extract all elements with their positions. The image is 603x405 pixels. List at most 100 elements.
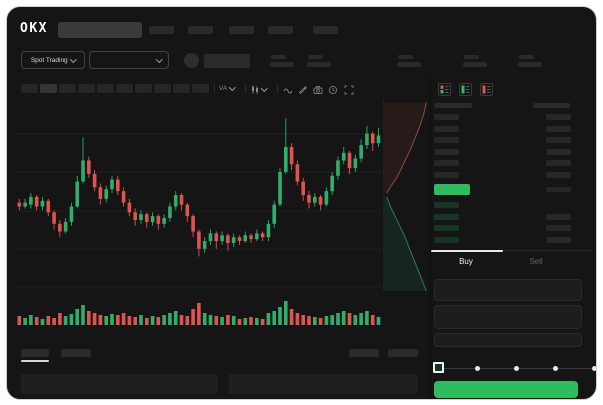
timeframe-button-active[interactable] — [40, 84, 57, 93]
chevron-down-icon — [155, 55, 162, 63]
bottom-control-placeholder[interactable] — [349, 349, 379, 357]
chart-type-selector[interactable] — [251, 85, 268, 94]
bottom-panel — [229, 374, 418, 394]
search-input[interactable] — [58, 22, 142, 38]
chart-settings-icon[interactable] — [328, 85, 338, 95]
tab-sell[interactable]: Sell — [529, 257, 543, 266]
timeframe-button[interactable] — [78, 84, 95, 93]
panel-separator — [430, 77, 431, 399]
toolbar-divider — [245, 84, 246, 93]
ask-row-price[interactable] — [434, 160, 459, 166]
timeframe-button[interactable] — [97, 84, 114, 93]
ask-row-price[interactable] — [434, 125, 459, 132]
market-type-label: Spot Trading — [30, 56, 68, 64]
slider-handle[interactable] — [433, 362, 444, 373]
slider-step-dot[interactable] — [474, 365, 480, 371]
ticker-stat-value — [397, 62, 421, 67]
total-input[interactable] — [434, 333, 582, 347]
indicator-selector[interactable]: VA — [219, 84, 236, 92]
market-type-selector[interactable]: Spot Trading — [21, 51, 85, 69]
last-price-badge[interactable] — [434, 184, 470, 195]
slider-step-dot[interactable] — [513, 365, 519, 371]
bottom-control-placeholder[interactable] — [388, 349, 418, 357]
amount-input[interactable] — [434, 305, 582, 329]
ask-row-amount[interactable] — [546, 125, 571, 132]
bid-row-price[interactable] — [434, 202, 459, 208]
price-input[interactable] — [434, 279, 582, 301]
ask-row-amount[interactable] — [546, 171, 571, 178]
ticker-stat-label — [519, 55, 534, 59]
ask-row-price[interactable] — [434, 171, 459, 178]
draw-tools-icon[interactable] — [298, 85, 308, 95]
okx-logo[interactable]: OKX — [20, 21, 48, 36]
bottom-tab[interactable] — [61, 349, 91, 357]
slider-step-dot[interactable] — [591, 365, 596, 371]
ask-row-price[interactable] — [434, 137, 459, 143]
depth-chart[interactable] — [383, 99, 430, 291]
app-window: OKX Spot Trading VA — [6, 6, 597, 400]
buy-tab-indicator — [431, 250, 503, 252]
coin-avatar[interactable] — [184, 53, 199, 68]
tab-bar-border — [503, 250, 592, 251]
orderbook-view-bids-icon[interactable] — [459, 83, 472, 96]
ticker-stat-label — [398, 55, 413, 59]
ticker-stat-value — [518, 62, 542, 67]
chevron-down-icon — [261, 85, 268, 92]
fullscreen-icon[interactable] — [344, 85, 354, 95]
pair-selector[interactable] — [89, 51, 169, 69]
nav-item-placeholder[interactable] — [229, 26, 254, 34]
buy-submit-button[interactable] — [434, 381, 578, 398]
ticker-stat-label — [464, 55, 479, 59]
timeframe-button[interactable] — [135, 84, 152, 93]
timeframe-button[interactable] — [173, 84, 190, 93]
ticker-stat-label — [271, 55, 286, 59]
bottom-tab-underline — [21, 360, 49, 362]
slider-step-dot[interactable] — [552, 365, 558, 371]
bid-row-amount[interactable] — [546, 225, 571, 231]
bottom-panel — [21, 374, 218, 394]
orderbook-view-asks-icon[interactable] — [480, 83, 493, 96]
bid-row-price[interactable] — [434, 213, 459, 220]
indicator-label: VA — [219, 85, 228, 92]
ticker-stat-label — [308, 55, 323, 59]
ask-row-amount[interactable] — [546, 137, 571, 143]
bid-row-amount[interactable] — [546, 236, 571, 243]
ticker-stat-value — [270, 62, 294, 67]
timeframe-button[interactable] — [59, 84, 76, 93]
ticker-stat-value — [463, 62, 487, 67]
timeframe-button[interactable] — [116, 84, 133, 93]
ask-row-amount[interactable] — [546, 114, 571, 120]
tab-buy[interactable]: Buy — [459, 257, 473, 266]
ticker-stat-value — [307, 62, 331, 67]
bid-row-price[interactable] — [434, 236, 459, 243]
orderbook-col-header-amount — [533, 103, 570, 108]
ask-row-amount[interactable] — [546, 148, 571, 155]
candlestick-type-icon — [252, 85, 258, 94]
chevron-down-icon — [69, 55, 77, 63]
nav-item-placeholder[interactable] — [268, 26, 293, 34]
ask-row-price[interactable] — [434, 114, 459, 120]
orderbook-row-amount — [546, 187, 571, 192]
bid-row-amount[interactable] — [546, 213, 571, 220]
bottom-tab-active[interactable] — [21, 349, 49, 357]
camera-snapshot-icon[interactable] — [313, 85, 323, 95]
ask-row-amount[interactable] — [546, 160, 571, 166]
bid-row-price[interactable] — [434, 225, 459, 231]
timeframe-button[interactable] — [21, 84, 38, 93]
volume-chart[interactable] — [16, 299, 381, 325]
ask-row-price[interactable] — [434, 148, 459, 155]
timeframe-button-row — [21, 84, 209, 93]
timeframe-button[interactable] — [192, 84, 209, 93]
toolbar-divider — [214, 84, 215, 93]
toolbar-divider — [277, 84, 278, 93]
line-chart-icon[interactable] — [283, 85, 293, 95]
candlestick-chart[interactable] — [16, 99, 381, 291]
orderbook-view-both-icon[interactable] — [438, 83, 451, 96]
nav-item-placeholder[interactable] — [188, 26, 213, 34]
pair-name-placeholder — [204, 54, 250, 68]
timeframe-button[interactable] — [154, 84, 171, 93]
orderbook-col-header-price — [434, 103, 472, 108]
nav-item-placeholder[interactable] — [149, 26, 174, 34]
chevron-down-icon — [229, 84, 236, 91]
nav-item-placeholder[interactable] — [313, 26, 338, 34]
